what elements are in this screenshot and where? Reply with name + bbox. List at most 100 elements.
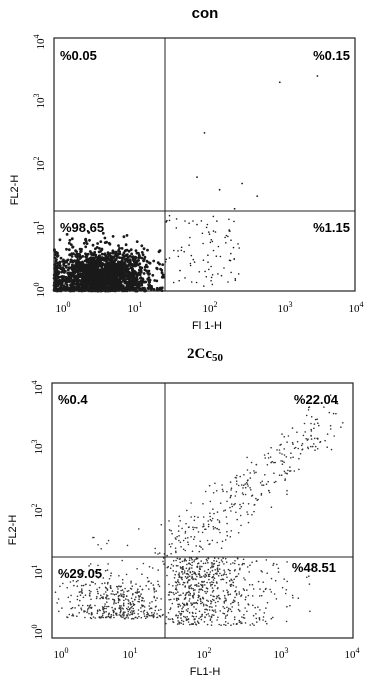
event-dot [211,581,213,583]
event-dot [279,452,281,454]
event-dot [229,259,232,262]
event-dot [189,567,191,569]
event-dot [209,581,211,584]
event-dot [119,262,122,265]
panel-1-x-tick-2: 102 [203,300,218,315]
event-dot [224,509,227,512]
event-dot [91,256,95,260]
event-dot [205,276,208,278]
event-dot [135,276,139,279]
event-dot [226,500,228,503]
event-dot [188,600,190,602]
event-dot [184,532,187,534]
event-dot [191,611,194,614]
event-dot [175,538,177,540]
event-dot [129,611,132,613]
event-dot [185,567,188,570]
event-dot [78,612,80,614]
event-dot [100,268,104,271]
event-dot [157,569,159,571]
event-dot [246,589,248,591]
event-dot [273,593,276,595]
event-dot [178,535,180,537]
event-dot [205,592,207,595]
event-dot [81,263,85,267]
event-dot [179,541,182,544]
event-dot [212,566,214,568]
event-dot [60,283,64,287]
event-dot [64,280,68,283]
event-dot [241,182,244,185]
event-dot [235,483,238,485]
event-dot [70,264,74,268]
panel-1-quadrant-upper-left: %0.05 [60,48,97,63]
event-dot [229,495,232,497]
event-dot [310,422,312,425]
event-dot [230,530,233,532]
event-dot [289,470,292,472]
event-dot [97,250,101,254]
event-dot [141,605,144,608]
event-dot [310,434,312,437]
event-dot [54,253,57,256]
event-dot [184,220,186,222]
event-dot [182,573,184,575]
event-dot [182,620,185,623]
event-dot [220,547,223,549]
event-dot [317,422,319,425]
event-dot [117,595,120,597]
event-dot [215,605,217,607]
event-dot [71,606,74,609]
event-dot [237,273,240,275]
event-dot [240,524,242,527]
event-dot [148,588,150,590]
event-dot [221,484,223,486]
event-dot [131,605,133,608]
event-dot [178,594,180,597]
event-dot [177,620,179,622]
event-dot [74,254,78,258]
event-dot [249,472,251,474]
event-dot [240,622,242,625]
event-dot [195,573,197,576]
event-dot [142,280,146,284]
event-dot [154,606,157,608]
event-dot [223,612,226,615]
event-dot [112,283,115,286]
event-dot [210,265,212,268]
event-dot [104,591,107,593]
event-dot [96,612,99,614]
event-dot [67,262,71,266]
event-dot [227,281,229,283]
event-dot [130,266,134,270]
event-dot [150,286,154,290]
event-dot [291,594,294,597]
event-dot [177,614,179,617]
event-dot [109,271,113,275]
event-dot [228,607,230,610]
event-dot [248,584,251,586]
event-dot [69,258,73,262]
svg-text:100: 100 [32,283,47,298]
event-dot [180,622,182,624]
event-dot [123,268,127,272]
event-dot [169,545,172,548]
event-dot [189,236,191,239]
event-dot [332,412,335,415]
event-dot [305,414,308,417]
event-dot [207,561,209,564]
event-dot [111,590,114,592]
event-dot [143,255,147,259]
event-dot [194,526,196,529]
event-dot [208,615,210,617]
event-dot [266,601,269,604]
event-dot [235,592,238,595]
event-dot [209,571,212,573]
event-dot [209,500,212,503]
event-dot [225,242,227,244]
event-dot [194,584,196,587]
event-dot [193,560,195,563]
event-dot [234,502,236,505]
event-dot [279,444,281,446]
event-dot [187,570,189,572]
